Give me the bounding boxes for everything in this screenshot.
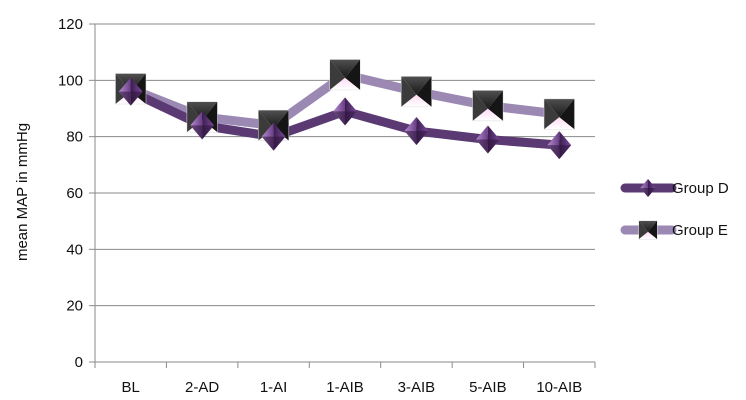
legend-item-group-d: Group D	[620, 179, 729, 197]
x-tick-label: 10-AIB	[536, 379, 582, 396]
data-point-group-d	[190, 111, 215, 140]
x-tick-label: 1-AIB	[326, 379, 364, 396]
labels-layer: 0 20 40 60 80 100 120 BL 2-AD 1-AI 1-AIB 3-AIB 5-AIB…	[58, 16, 582, 396]
legend-marker-group-e	[638, 220, 658, 240]
data-point-group-e	[329, 59, 361, 91]
y-tick-label: 120	[58, 16, 83, 33]
y-tick-label: 40	[66, 241, 83, 258]
y-tick-label: 0	[75, 354, 83, 371]
x-tick-label: BL	[122, 379, 140, 396]
chart-legend: Group D Group E	[620, 179, 729, 240]
axes	[89, 23, 596, 368]
y-tick-label: 80	[66, 129, 83, 146]
data-point-group-d	[333, 97, 357, 126]
legend-label-group-d: Group D	[672, 180, 729, 197]
x-tick-label: 2-AD	[185, 379, 219, 396]
y-tick-label: 20	[66, 298, 83, 315]
data-point-group-d	[404, 117, 429, 146]
y-axis-title: mean MAP in mmHg	[14, 123, 31, 261]
marker-layer	[115, 59, 575, 160]
data-point-group-d	[475, 125, 500, 154]
legend-label-group-e: Group E	[672, 222, 728, 239]
data-point-group-e	[472, 90, 504, 122]
legend-item-group-e: Group E	[620, 220, 728, 240]
legend-marker-group-d	[640, 179, 656, 197]
data-point-group-e	[543, 98, 575, 130]
x-tick-label: 5-AIB	[469, 379, 507, 396]
data-point-group-e	[400, 76, 432, 108]
x-tick-label: 3-AIB	[398, 379, 436, 396]
data-point-group-d	[261, 122, 286, 151]
data-point-group-d	[118, 77, 143, 106]
y-tick-label: 100	[58, 72, 83, 89]
y-tick-label: 60	[66, 185, 83, 202]
data-point-group-d	[547, 131, 572, 160]
x-tick-label: 1-AI	[260, 379, 288, 396]
